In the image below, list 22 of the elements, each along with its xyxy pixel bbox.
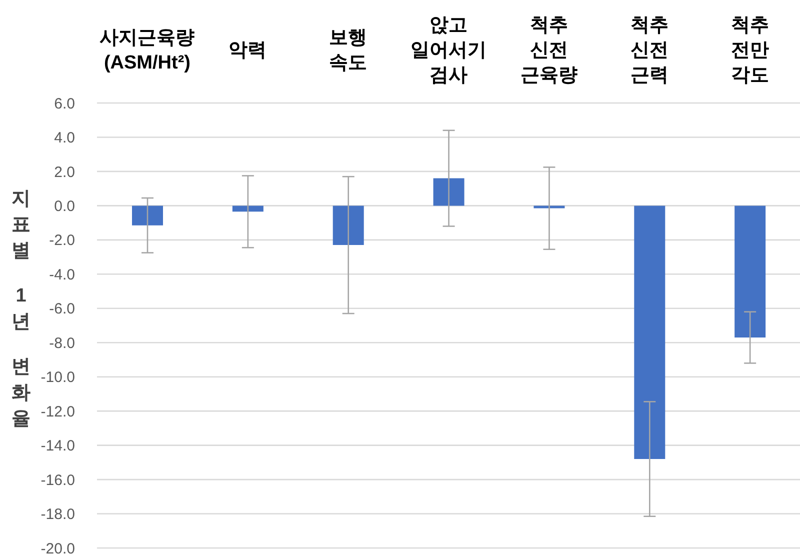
y-tick-label: -12.0: [40, 403, 75, 420]
y-tick-label: -8.0: [49, 334, 75, 352]
y-tick-label: 4.0: [54, 130, 75, 147]
x-tick-label: 앉고 일어서기 검사: [410, 15, 486, 86]
y-tick-label: 2.0: [54, 164, 75, 181]
x-tick-label: 보행 속도: [329, 28, 368, 74]
x-tick-label: 척추 신전 근육량: [520, 15, 578, 86]
y-tick-label: 6.0: [54, 95, 75, 112]
y-tick-label: -14.0: [40, 438, 75, 455]
y-tick-label: 0.0: [54, 198, 75, 216]
text: 지표별 1년 변화율: [12, 188, 30, 430]
y-tick-label: -2.0: [49, 232, 75, 250]
x-tick-label: 척추 신전 근력: [630, 15, 668, 86]
y-tick-label: -20.0: [40, 540, 75, 555]
x-tick-label: 사지근육량 (ASM/Ht²): [100, 28, 195, 74]
y-tick-label: -16.0: [40, 472, 75, 489]
y-tick-label: -6.0: [49, 300, 75, 318]
y-tick-label: -10.0: [40, 369, 75, 386]
x-tick-label: 악력: [228, 40, 267, 61]
x-tick-label: 척추 전만 각도: [730, 15, 769, 86]
y-tick-label: -4.0: [49, 266, 75, 284]
y-tick-label: -18.0: [40, 506, 75, 524]
